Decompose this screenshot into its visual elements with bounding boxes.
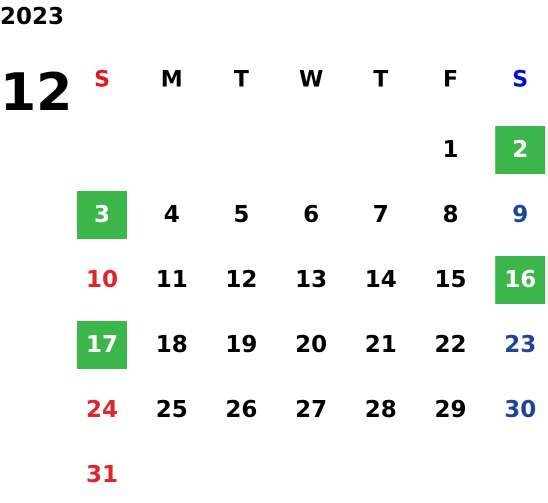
day-number: 12 <box>225 267 257 293</box>
weekday-label: T <box>373 68 388 93</box>
day-number: 8 <box>442 202 458 228</box>
day-number: 17 <box>86 332 118 358</box>
day-number: 13 <box>295 267 327 293</box>
weekday-label: F <box>443 68 458 93</box>
highlight-box <box>77 191 127 239</box>
day-number: 27 <box>295 397 327 423</box>
day-number: 7 <box>373 202 389 228</box>
day-number: 18 <box>156 332 188 358</box>
day-number: 14 <box>365 267 397 293</box>
year: 2023 <box>0 4 64 30</box>
day-number: 21 <box>365 332 397 358</box>
day-number: 2 <box>512 137 528 163</box>
weekday-label: W <box>299 68 323 93</box>
day-number: 5 <box>233 202 249 228</box>
weekday-label: S <box>512 68 528 93</box>
weekday-label: M <box>161 68 183 93</box>
month: 12 <box>0 63 72 123</box>
day-number: 4 <box>164 202 180 228</box>
highlight-box <box>77 321 127 369</box>
day-number: 25 <box>156 397 188 423</box>
day-number: 26 <box>225 397 257 423</box>
day-number: 20 <box>295 332 327 358</box>
day-number: 10 <box>86 267 118 293</box>
day-number: 15 <box>434 267 466 293</box>
day-number: 16 <box>504 267 536 293</box>
day-number: 19 <box>225 332 257 358</box>
day-number: 28 <box>365 397 397 423</box>
day-number: 3 <box>94 202 110 228</box>
weekday-label: S <box>94 68 110 93</box>
day-number: 22 <box>434 332 466 358</box>
highlight-box <box>495 256 546 304</box>
day-number: 23 <box>504 332 536 358</box>
day-number: 30 <box>504 397 536 423</box>
day-number: 9 <box>512 202 528 228</box>
day-number: 6 <box>303 202 319 228</box>
day-number: 1 <box>442 137 458 163</box>
day-number: 31 <box>86 462 118 488</box>
day-number: 11 <box>156 267 188 293</box>
day-number: 24 <box>86 397 118 423</box>
weekday-label: T <box>234 68 249 93</box>
highlight-box <box>495 126 546 174</box>
day-number: 29 <box>434 397 466 423</box>
